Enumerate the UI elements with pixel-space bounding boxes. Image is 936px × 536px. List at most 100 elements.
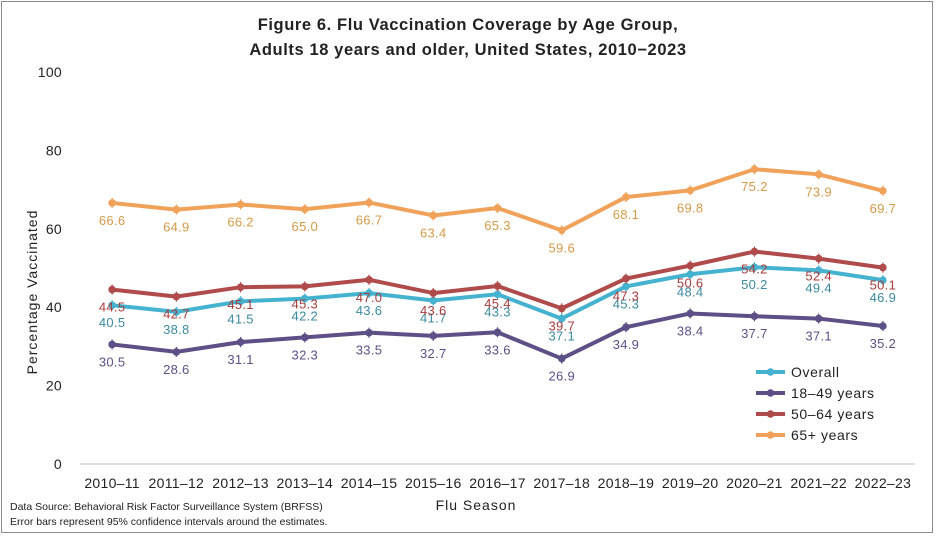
- data-label: 41.7: [420, 311, 447, 326]
- data-label: 41.5: [227, 311, 254, 326]
- data-label: 44.5: [99, 300, 126, 315]
- data-label: 42.2: [292, 309, 319, 324]
- y-tick-label: 80: [46, 142, 62, 158]
- data-label: 33.6: [484, 342, 511, 357]
- data-point: [493, 290, 502, 299]
- data-point: [172, 205, 181, 214]
- data-label: 66.7: [356, 213, 383, 228]
- y-tick-label: 0: [54, 456, 62, 472]
- x-tick-label: 2012–13: [212, 475, 269, 491]
- data-label: 37.7: [741, 326, 768, 341]
- data-point: [686, 309, 694, 318]
- data-label: 37.1: [805, 329, 832, 344]
- data-point: [108, 285, 116, 294]
- data-point: [622, 193, 630, 201]
- data-point: [750, 247, 759, 256]
- error-bar-note: Error bars represent 95% confidence inte…: [10, 516, 328, 528]
- x-axis-title: Flu Season: [436, 497, 517, 513]
- data-label: 32.3: [292, 347, 319, 362]
- data-point: [686, 261, 694, 270]
- data-label: 50.1: [870, 278, 897, 293]
- y-tick-label: 100: [38, 64, 62, 80]
- data-label: 47.0: [356, 290, 383, 305]
- data-label: 45.3: [292, 296, 319, 311]
- data-point: [686, 270, 694, 279]
- data-point: [814, 266, 823, 275]
- data-point: [750, 312, 759, 321]
- data-point: [301, 282, 309, 291]
- data-label: 40.5: [99, 315, 126, 330]
- data-point: [557, 304, 566, 313]
- series-layer: [108, 164, 887, 364]
- x-tick-label: 2017–18: [533, 475, 590, 491]
- data-point: [301, 333, 309, 342]
- data-point: [557, 354, 566, 363]
- data-point: [236, 200, 245, 209]
- y-tick-label: 20: [46, 378, 62, 394]
- data-label: 42.7: [163, 307, 190, 322]
- data-point: [686, 186, 694, 195]
- legend-swatch-marker: [766, 389, 775, 397]
- y-tick-label: 60: [46, 221, 62, 237]
- data-label: 38.8: [163, 322, 190, 337]
- y-tick-label: 40: [46, 299, 62, 315]
- legend-label: 50–64 years: [791, 406, 875, 422]
- data-point: [429, 211, 438, 220]
- data-label: 32.7: [420, 346, 447, 361]
- data-label: 69.8: [677, 200, 704, 215]
- data-point: [429, 332, 438, 340]
- data-point: [814, 254, 823, 263]
- data-point: [493, 328, 502, 337]
- data-point: [172, 292, 181, 301]
- data-label: 43.6: [356, 303, 383, 318]
- data-point: [557, 226, 566, 235]
- data-point: [429, 289, 438, 297]
- data-point: [365, 275, 373, 284]
- data-source-note: Data Source: Behavioral Risk Factor Surv…: [10, 501, 323, 513]
- data-point: [493, 204, 502, 212]
- x-axis-ticks: 2010–11 2011–12 2012–13 2013–14 2014–15 2015–…: [84, 475, 911, 491]
- legend-label: Overall: [791, 364, 840, 380]
- data-point: [172, 308, 181, 316]
- chart-title-line2: Adults 18 years and older, United States…: [249, 41, 686, 59]
- data-point: [622, 274, 630, 283]
- data-label: 45.1: [227, 297, 254, 312]
- data-label: 75.2: [741, 179, 768, 194]
- legend-label: 18–49 years: [791, 385, 875, 401]
- data-labels: 40.5 38.841.5 42.2 43.6 41.7 43.337.145.348.4…: [99, 179, 896, 383]
- data-point: [557, 314, 566, 323]
- data-point: [750, 165, 759, 174]
- x-tick-label: 2013–14: [277, 475, 334, 491]
- data-label: 38.4: [677, 323, 704, 338]
- data-label: 47.3: [613, 289, 640, 304]
- data-label: 37.1: [548, 329, 575, 344]
- x-tick-label: 2015–16: [405, 475, 462, 491]
- data-label: 46.9: [870, 290, 897, 305]
- data-point: [879, 276, 887, 284]
- x-tick-label: 2014–15: [341, 475, 398, 491]
- data-label: 49.4: [805, 280, 832, 295]
- data-point: [493, 282, 502, 290]
- data-label: 28.6: [163, 362, 190, 377]
- chart-title-line1: Figure 6. Flu Vaccination Coverage by Ag…: [258, 16, 679, 34]
- data-label: 33.5: [356, 343, 383, 358]
- x-tick-label: 2021–22: [790, 475, 847, 491]
- data-label: 68.1: [613, 207, 640, 222]
- x-tick-label: 2011–12: [149, 475, 205, 491]
- x-tick-label: 2022–23: [855, 475, 912, 491]
- data-label: 59.6: [548, 240, 575, 255]
- x-tick-label: 2019–20: [662, 475, 719, 491]
- legend-label: 65+ years: [791, 427, 858, 443]
- data-label: 52.4: [805, 269, 832, 284]
- x-tick-label: 2018–19: [598, 475, 655, 491]
- data-point: [108, 199, 116, 207]
- data-point: [365, 198, 373, 207]
- data-point: [172, 348, 181, 356]
- data-label: 43.6: [420, 303, 447, 318]
- data-label: 73.9: [805, 184, 832, 199]
- data-point: [365, 328, 373, 337]
- data-point: [301, 294, 309, 303]
- data-point: [365, 289, 373, 297]
- data-label: 65.3: [484, 218, 511, 233]
